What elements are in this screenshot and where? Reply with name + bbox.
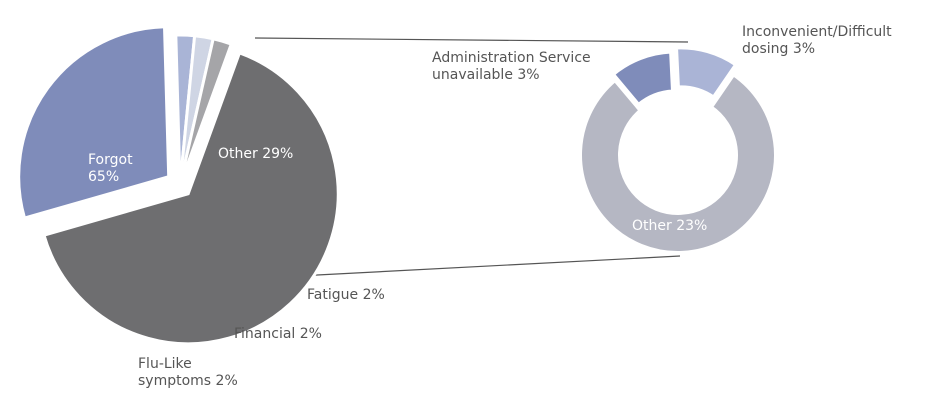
data-label: Inconvenient/Difficult dosing 3% <box>742 24 942 58</box>
pie-slice <box>42 50 340 346</box>
category-label: Inconvenient/Difficult dosing <box>742 24 892 57</box>
value-label: 23% <box>676 218 708 234</box>
category-label: Administration Service unavailable <box>432 50 591 83</box>
data-label: Administration Service unavailable 3% <box>432 50 607 84</box>
donut-slice <box>673 45 739 101</box>
connector-line <box>297 255 681 277</box>
category-label: Other <box>632 218 672 234</box>
value-label: 2% <box>362 287 385 303</box>
connector-line <box>254 37 689 43</box>
data-label: Fatigue 2% <box>307 287 427 304</box>
donut-slice <box>578 71 778 255</box>
value-label: 65% <box>88 169 120 185</box>
value-label: 3% <box>517 67 540 83</box>
value-label: 2% <box>215 373 238 389</box>
category-label: Financial <box>234 326 296 342</box>
data-label: Financial 2% <box>234 326 364 343</box>
data-label: Other 29% <box>218 146 338 163</box>
pie-slice <box>178 36 234 186</box>
category-label: Flu-Like symptoms <box>138 356 212 389</box>
category-label: Forgot <box>88 152 133 168</box>
donut-slice <box>610 49 676 108</box>
value-label: 2% <box>299 326 322 342</box>
value-label: 3% <box>792 41 816 57</box>
category-label: Other <box>218 146 258 162</box>
data-label: Other 23% <box>632 218 752 235</box>
data-label: Forgot 65% <box>88 152 148 186</box>
value-label: 29% <box>262 146 294 162</box>
category-label: Fatigue <box>307 287 359 303</box>
pie-slice <box>17 25 171 220</box>
data-label: Flu-Like symptoms 2% <box>138 356 258 390</box>
